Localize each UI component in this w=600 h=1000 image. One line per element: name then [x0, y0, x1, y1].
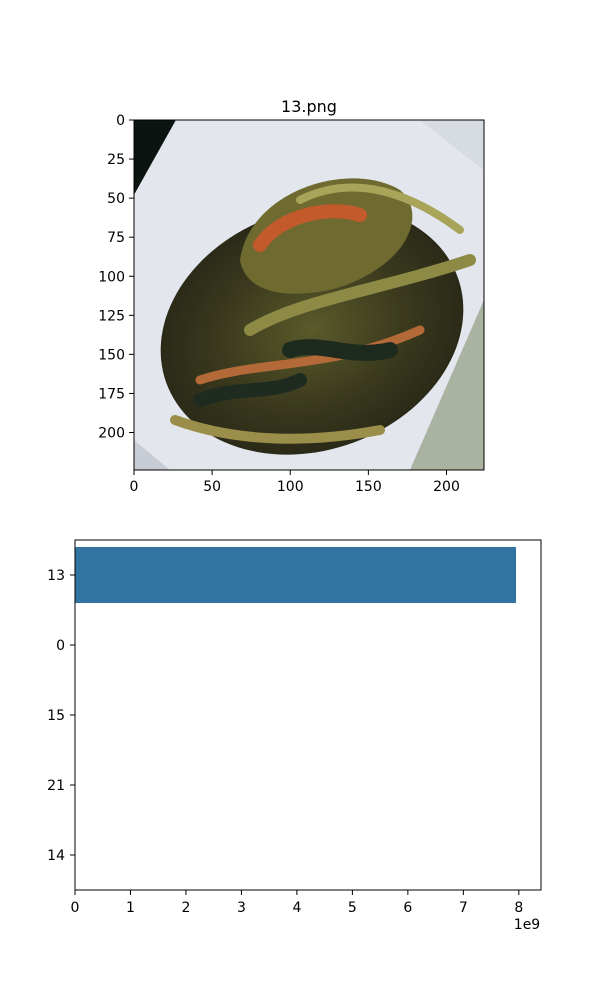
image-y-tick-label: 150: [98, 347, 125, 363]
image-y-tick-label: 200: [98, 426, 125, 442]
image-x-tick-label: 100: [277, 479, 304, 495]
bar-x-tick-label: 0: [71, 900, 80, 916]
bar-y-axis: 13 0 15 21 14: [47, 568, 75, 864]
image-frame: [133, 119, 485, 471]
bar-x-tick-label: 4: [292, 900, 301, 916]
image-x-tick-label: 0: [130, 479, 139, 495]
bar-x-tick-label: 3: [237, 900, 246, 916]
image-y-axis: 0 25 50 75 100 125 150 175 200: [98, 113, 134, 442]
image-y-tick-label: 125: [98, 308, 125, 324]
bar-x-axis: 0 1 2 3 4 5 6 7 8: [71, 890, 523, 916]
category-label: 15: [47, 708, 65, 724]
bar-x-tick-label: 2: [181, 900, 190, 916]
bars: [75, 547, 517, 603]
category-label: 21: [47, 778, 65, 794]
x-offset-label: 1e9: [514, 917, 540, 933]
bar-x-tick-label: 8: [514, 900, 523, 916]
image-x-tick-label: 150: [355, 479, 382, 495]
category-label: 0: [56, 638, 65, 654]
image-title: 13.png: [281, 97, 337, 116]
image-x-axis: 0 50 100 150 200: [130, 470, 460, 495]
image-y-tick-label: 50: [107, 191, 125, 207]
bar-x-tick-label: 1: [126, 900, 135, 916]
image-x-tick-label: 50: [203, 479, 221, 495]
image-y-tick-label: 75: [107, 230, 125, 246]
bar-x-tick-label: 6: [403, 900, 412, 916]
category-label: 14: [47, 848, 65, 864]
category-label: 13: [47, 568, 65, 584]
bar-x-tick-label: 5: [348, 900, 357, 916]
bar: [75, 547, 517, 603]
image-y-tick-label: 175: [98, 386, 125, 402]
food-image: [134, 120, 484, 470]
image-y-tick-label: 0: [116, 113, 125, 129]
image-y-tick-label: 100: [98, 269, 125, 285]
image-x-tick-label: 200: [433, 479, 460, 495]
bar-x-tick-label: 7: [459, 900, 468, 916]
image-y-tick-label: 25: [107, 152, 125, 168]
